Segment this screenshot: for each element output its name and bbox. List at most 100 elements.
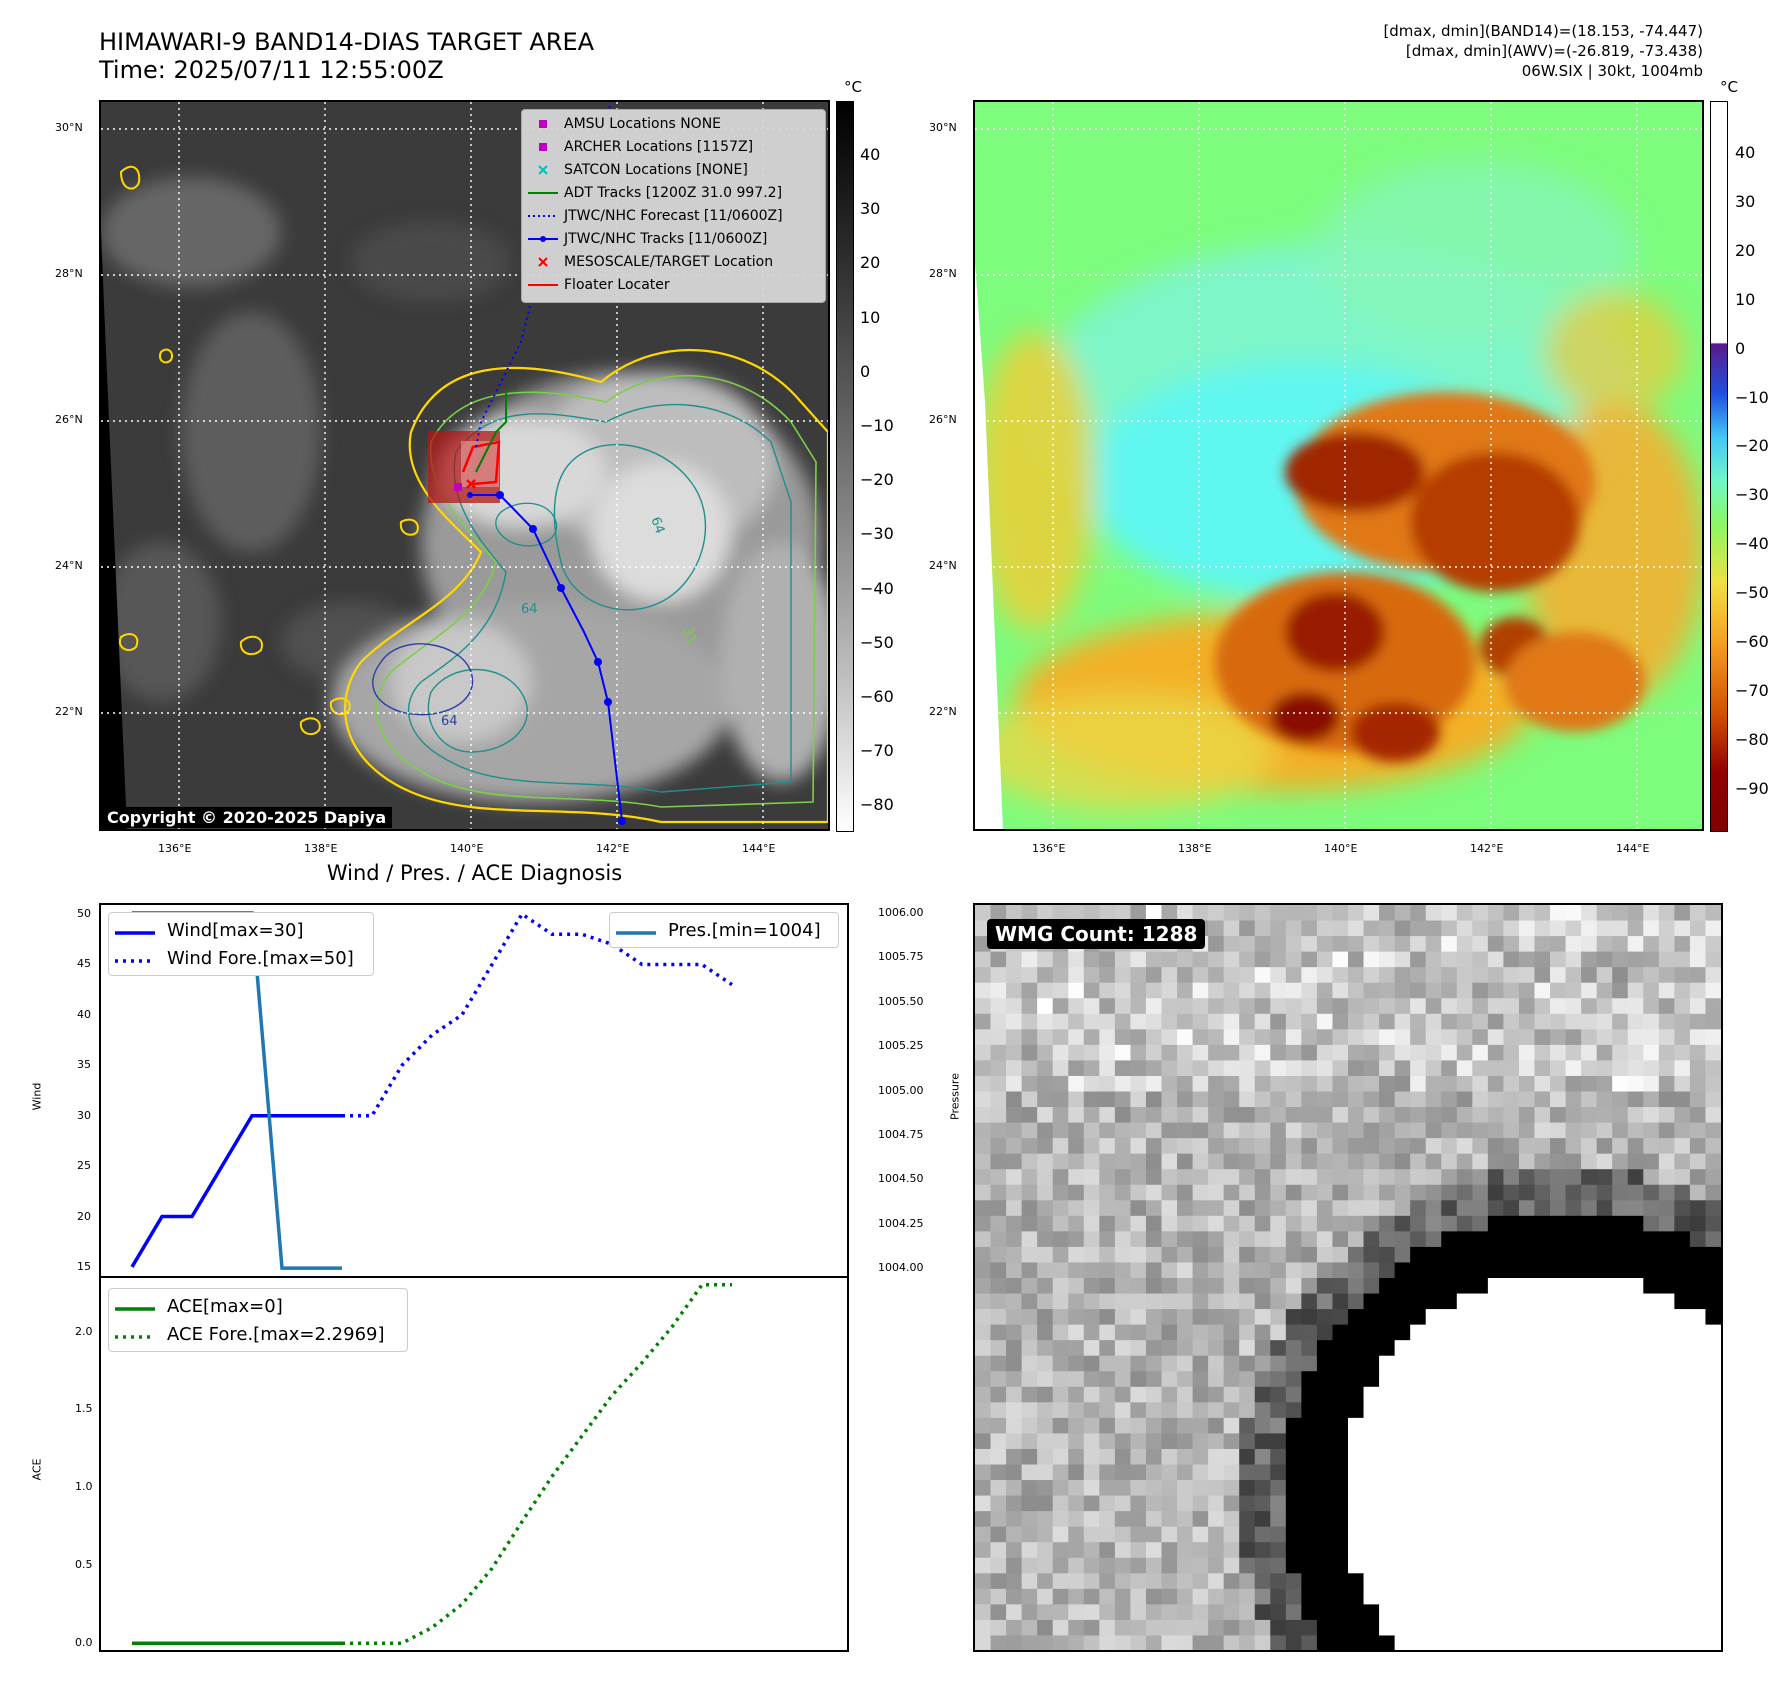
legend-symbol [522,211,564,221]
longitude-tick: 138°E [1178,842,1212,855]
latitude-tick: 22°N [55,705,83,718]
ace-tick: 1.5 [75,1402,93,1416]
legend-label: SATCON Locations [NONE] [564,161,748,178]
map-legend-item: SATCON Locations [NONE] [522,158,825,181]
legend-label: ADT Tracks [1200Z 31.0 997.2] [564,184,783,201]
longitude-tick: 140°E [1324,842,1358,855]
legend-label: ARCHER Locations [1157Z] [564,138,754,155]
legend-symbol [522,188,564,198]
longitude-tick: 142°E [596,842,630,855]
jtwc-track-points [467,491,626,825]
colorbar-tick: 0 [860,361,871,381]
pressure-tick: 1004.00 [878,1261,924,1275]
pressure-tick: 1005.25 [878,1039,924,1053]
archer-marker [454,483,462,491]
band14-colorbar-unit: °C [844,78,862,96]
longitude-tick: 144°E [1616,842,1650,855]
longitude-tick: 136°E [158,842,192,855]
pressure-tick: 1005.00 [878,1083,924,1097]
wind-tick: 15 [77,1259,91,1273]
awv-colorbar-unit: °C [1720,78,1738,96]
floater-locater [461,440,501,486]
legend-label: Floater Locater [564,276,670,293]
info-awv: [dmax, dmin](AWV)=(-26.819, -73.438) [1405,42,1703,60]
jtwc-track [470,494,623,822]
wind-tick: 35 [77,1058,91,1072]
map-legend-item: ARCHER Locations [1157Z] [522,135,825,158]
pressure-tick: 1006.00 [878,905,924,919]
map-legend-item: JTWC/NHC Tracks [11/0600Z] [522,227,825,250]
pressure-legend: Pres.[min=1004] [609,912,839,948]
legend-symbol [522,256,564,267]
colorbar-tick: −60 [1735,632,1769,651]
info-band14: [dmax, dmin](BAND14)=(18.153, -74.447) [1383,22,1703,40]
map-legend-item: ADT Tracks [1200Z 31.0 997.2] [522,181,825,204]
latitude-tick: 26°N [55,413,83,426]
copyright-label: Copyright © 2020-2025 Dapiya [101,807,393,828]
legend-ace-label: ACE[max=0] [167,1295,283,1317]
colorbar-tick: 20 [1735,240,1756,260]
ace-legend: ACE[max=0] ACE Fore.[max=2.2969] [108,1288,408,1352]
latitude-tick: 30°N [55,121,83,134]
colorbar-tick: 30 [1735,191,1756,211]
ace-tick: 0.5 [75,1558,93,1572]
colorbar-tick: −10 [1735,387,1769,407]
band14-colorbar [836,101,854,832]
adt-track [475,390,507,473]
awv-colorbar [1710,101,1728,832]
colorbar-tick: −40 [860,578,894,598]
colorbar-tick: 10 [860,307,881,327]
ace-tick: 1.0 [75,1480,93,1494]
legend-label: JTWC/NHC Tracks [11/0600Z] [564,230,768,247]
colorbar-tick: 40 [1735,143,1756,162]
pressure-tick: 1004.50 [878,1172,924,1186]
pressure-tick: 1005.75 [878,950,924,964]
wind-legend: Wind[max=30] Wind Fore.[max=50] [108,912,374,976]
pressure-ylabel: Pressure [948,1073,962,1120]
colorbar-tick: −40 [1735,534,1769,554]
longitude-tick: 140°E [450,842,484,855]
colorbar-tick: 40 [860,145,881,164]
pressure-tick: 1005.50 [878,994,924,1008]
colorbar-tick: −80 [860,795,894,815]
legend-wind-fore-label: Wind Fore.[max=50] [167,947,354,969]
wind-tick: 30 [77,1108,91,1122]
info-storm: 06W.SIX | 30kt, 1004mb [1521,62,1703,80]
diagnosis-chart: Wind[max=30] Wind Fore.[max=50] Pres.[mi… [99,903,849,1652]
latitude-tick: 28°N [929,267,957,280]
colorbar-tick: 0 [1735,338,1746,358]
colorbar-tick: −20 [1735,436,1769,456]
colorbar-tick: 20 [860,253,881,273]
colorbar-tick: −10 [860,416,894,435]
colorbar-tick: 10 [1735,289,1756,309]
contour-label: 64 [521,602,538,617]
latitude-tick: 28°N [55,267,83,280]
wind-tick: 40 [77,1007,91,1021]
ace-tick: 2.0 [75,1324,93,1338]
latitude-tick: 22°N [929,705,957,718]
wmg-panel: WMG Count: 1288 [973,903,1723,1652]
legend-symbol [522,119,564,129]
legend-pres-label: Pres.[min=1004] [668,919,821,941]
colorbar-tick: 30 [860,199,881,219]
awv-map [973,100,1704,831]
latitude-tick: 24°N [929,559,957,572]
wmg-grid [975,905,1721,1650]
latitude-tick: 30°N [929,121,957,134]
longitude-tick: 142°E [1470,842,1504,855]
map-legend-item: Floater Locater [522,273,825,296]
wmg-count-label: WMG Count: 1288 [987,919,1206,949]
pressure-tick: 1004.75 [878,1127,924,1141]
legend-symbol [522,164,564,175]
series-line [130,1113,342,1268]
wind-tick: 50 [77,907,91,921]
latitude-tick: 26°N [929,413,957,426]
latitude-tick: 24°N [55,559,83,572]
chart-title: HIMAWARI-9 BAND14-DIAS TARGET AREA [99,28,595,56]
longitude-tick: 144°E [742,842,776,855]
diagnosis-svg [99,903,849,1652]
series-line [342,1283,732,1645]
wind-tick: 20 [77,1209,91,1223]
legend-ace-fore-label: ACE Fore.[max=2.2969] [167,1323,385,1345]
legend-label: MESOSCALE/TARGET Location [564,253,774,270]
